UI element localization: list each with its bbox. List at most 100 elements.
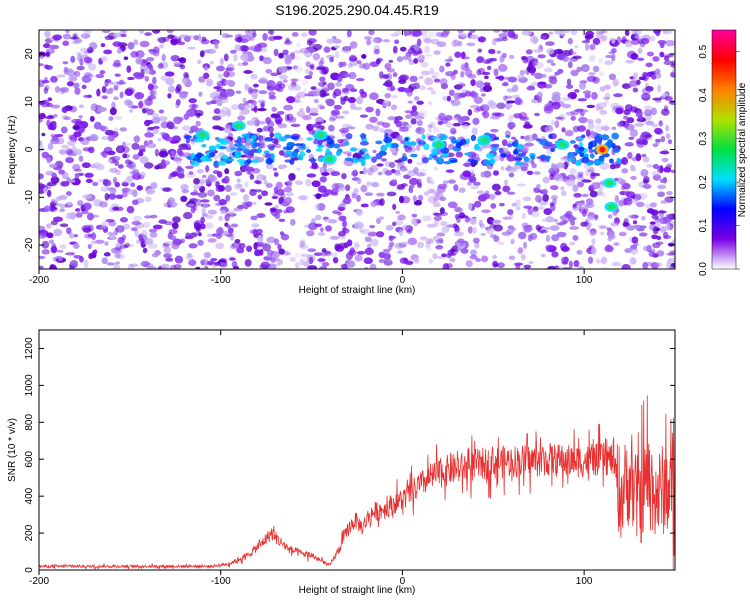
heatmap-cell — [314, 203, 320, 211]
heatmap-cell — [59, 223, 69, 228]
heatmap-ridge-cell — [219, 145, 227, 150]
heatmap-cell — [403, 87, 413, 93]
heatmap-cell — [621, 157, 628, 165]
heatmap-cell — [546, 48, 555, 55]
heatmap-cell — [308, 256, 314, 265]
heatmap-cell — [560, 242, 568, 251]
heatmap-cell — [309, 165, 320, 170]
heatmap-cell — [450, 99, 455, 104]
heatmap-cell — [129, 109, 134, 113]
heatmap-cell — [474, 241, 480, 249]
heatmap-cell — [541, 188, 548, 195]
heatmap-cell — [554, 116, 564, 120]
heatmap-cell — [384, 92, 392, 99]
heatmap-cell — [62, 40, 70, 47]
heatmap-cell — [476, 190, 485, 195]
heatmap-cell — [149, 66, 154, 72]
heatmap-cell — [447, 179, 456, 184]
heatmap-cell — [319, 89, 327, 98]
heatmap-cell — [50, 176, 60, 184]
heatmap-cell — [599, 231, 605, 236]
heatmap-cell — [149, 231, 158, 238]
heatmap-cell — [39, 63, 45, 67]
heatmap-cell — [224, 184, 232, 193]
heatmap-cell — [642, 156, 650, 163]
heatmap-cell — [293, 50, 302, 54]
heatmap-cell — [542, 176, 550, 184]
heatmap-cell — [531, 81, 540, 87]
heatmap-cell — [652, 97, 662, 101]
heatmap-cell — [399, 74, 409, 81]
heatmap-cell — [77, 54, 82, 62]
heatmap-cell — [554, 71, 561, 76]
heatmap-cell — [460, 248, 469, 254]
heatmap-cell — [205, 101, 212, 105]
heatmap-cell — [383, 252, 391, 261]
heatmap-cell — [473, 200, 482, 208]
heatmap-cell — [235, 90, 242, 94]
heatmap-cell — [476, 106, 485, 112]
heatmap-cell — [490, 128, 499, 133]
heatmap-cell — [409, 83, 418, 88]
heatmap-cell — [307, 38, 317, 44]
heatmap-cell — [640, 37, 650, 45]
heatmap-cell — [139, 238, 146, 242]
heatmap-ridge-cell — [485, 152, 495, 159]
heatmap-cell — [331, 183, 340, 191]
heatmap-cell — [510, 238, 515, 245]
heatmap-cell — [303, 258, 311, 263]
heatmap-cell — [341, 87, 349, 93]
heatmap-cell — [417, 194, 424, 202]
heatmap-cell — [468, 176, 477, 183]
heatmap-cell — [239, 45, 250, 52]
heatmap-cell — [289, 113, 294, 122]
heatmap-cell — [389, 161, 396, 169]
heatmap-cell — [465, 260, 473, 268]
heatmap-ridge-cell — [247, 151, 254, 156]
heatmap-cell — [203, 72, 210, 79]
heatmap-ridge-cell — [306, 149, 312, 153]
heatmap-ridge-cell — [315, 147, 323, 152]
heatmap-cell — [199, 50, 205, 58]
heatmap-cell — [507, 76, 518, 83]
heatmap-feature-core — [558, 141, 567, 148]
heatmap-cell — [588, 55, 596, 62]
heatmap-cell — [599, 34, 605, 43]
heatmap-cell — [584, 34, 594, 39]
heatmap-cell — [394, 39, 400, 45]
heatmap-cell — [441, 31, 449, 38]
heatmap-cell — [413, 167, 419, 174]
heatmap-cell — [158, 109, 165, 114]
heatmap-cell — [481, 255, 489, 263]
heatmap-cell — [114, 160, 119, 167]
heatmap-cell — [413, 96, 420, 101]
heatmap-cell — [458, 187, 466, 194]
heatmap-cell — [316, 65, 325, 70]
heatmap-cell — [491, 37, 497, 46]
heatmap-cell — [271, 106, 277, 112]
heatmap-cell — [523, 205, 533, 209]
heatmap-cell — [133, 135, 141, 143]
heatmap-cell — [399, 126, 409, 132]
heatmap-ridge-cell — [586, 161, 594, 166]
heatmap-cell — [427, 87, 434, 91]
heatmap-cell — [103, 49, 113, 55]
heatmap-cell — [632, 87, 639, 93]
heatmap-cell — [337, 230, 346, 237]
y-tick-label: 600 — [24, 450, 35, 467]
heatmap-cell — [99, 70, 106, 75]
heatmap-cell — [534, 194, 542, 203]
heatmap-cell — [300, 253, 311, 257]
heatmap-cell — [360, 91, 368, 98]
heatmap-cell — [97, 106, 107, 113]
heatmap-cell — [394, 242, 404, 249]
heatmap-cell — [600, 256, 608, 265]
heatmap-cell — [59, 244, 67, 250]
heatmap-cell — [332, 38, 342, 44]
heatmap-cell — [287, 116, 297, 123]
heatmap-cell — [276, 188, 285, 196]
colorbar-tick-label: 0.1 — [698, 218, 709, 232]
heatmap-cell — [224, 213, 230, 222]
heatmap-cell — [360, 203, 369, 208]
heatmap-cell — [101, 85, 107, 94]
